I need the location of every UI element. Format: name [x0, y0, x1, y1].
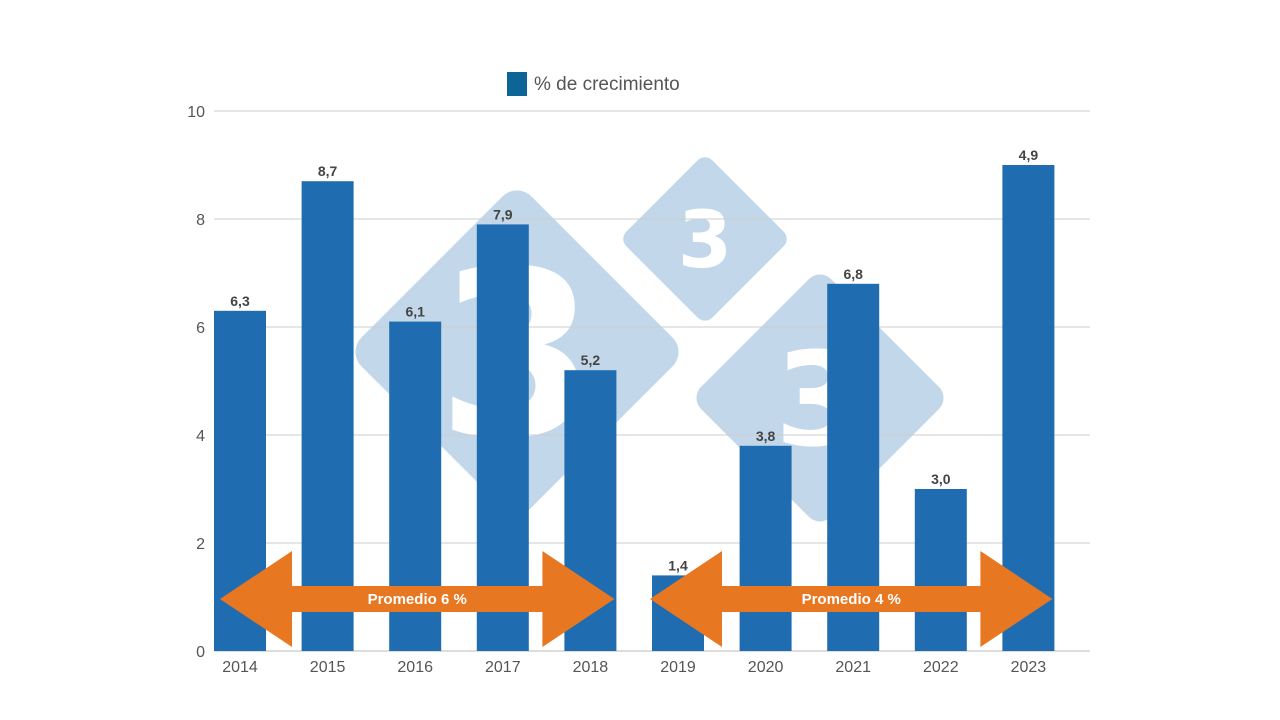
arrow-shape: [650, 551, 1053, 647]
x-tick-label: 2018: [573, 659, 609, 676]
watermark-diamond-small: 3: [623, 157, 787, 321]
x-axis: 2014 2015 2016 2017 2018 2019 2020 2021 2022 2023: [222, 659, 1046, 676]
average-arrow-2: Promedio 4 %: [650, 551, 1053, 647]
average-arrow-1: Promedio 6 %: [220, 551, 615, 647]
y-axis: 0 2 4 6 8 10: [187, 104, 205, 661]
legend-swatch: [507, 72, 527, 96]
x-tick-label: 2017: [485, 659, 521, 676]
data-label-2015: 8,7: [318, 163, 338, 179]
y-tick-label: 4: [196, 428, 205, 445]
data-labels: 6,3 8,7 6,1 7,9 5,2 1,4 3,8 6,8 3,0 4,9: [230, 147, 1038, 573]
y-tick-label: 2: [196, 536, 205, 553]
data-label-2017: 7,9: [493, 206, 513, 222]
x-tick-label: 2023: [1011, 659, 1047, 676]
watermark-diamond-medium: 3: [696, 274, 944, 522]
legend-label: % de crecimiento: [534, 74, 680, 95]
bar-2020: [739, 445, 792, 651]
watermark-diamond-shape: [623, 157, 787, 321]
arrow-label: Promedio 4 %: [802, 591, 901, 608]
x-tick-label: 2016: [397, 659, 433, 676]
data-label-2022: 3,0: [931, 471, 951, 487]
arrow-label: Promedio 6 %: [368, 591, 467, 608]
x-tick-label: 2019: [660, 659, 696, 676]
x-tick-label: 2022: [923, 659, 959, 676]
watermark-glyph: 3: [678, 196, 732, 286]
data-label-2014: 6,3: [230, 293, 250, 309]
y-tick-label: 6: [196, 320, 205, 337]
data-label-2020: 3,8: [756, 428, 776, 444]
x-tick-label: 2015: [310, 659, 346, 676]
data-label-2016: 6,1: [405, 304, 425, 320]
y-tick-label: 8: [196, 212, 205, 229]
y-tick-label: 0: [196, 644, 205, 661]
bar-2022: [914, 489, 967, 651]
bar-2023: [1002, 165, 1055, 651]
x-tick-label: 2014: [222, 659, 258, 676]
data-label-2023: 4,9: [1019, 147, 1039, 163]
data-label-2021: 6,8: [843, 266, 863, 282]
data-label-2019: 1,4: [668, 557, 688, 573]
bar-2015: [301, 181, 354, 651]
x-tick-label: 2020: [748, 659, 784, 676]
arrow-shape: [220, 551, 615, 647]
average-arrows: Promedio 6 % Promedio 4 %: [220, 551, 1053, 647]
data-label-2018: 5,2: [581, 352, 601, 368]
y-tick-label: 10: [187, 104, 205, 121]
bar-2017: [476, 224, 529, 651]
x-tick-label: 2021: [835, 659, 871, 676]
legend: % de crecimiento: [507, 72, 680, 96]
